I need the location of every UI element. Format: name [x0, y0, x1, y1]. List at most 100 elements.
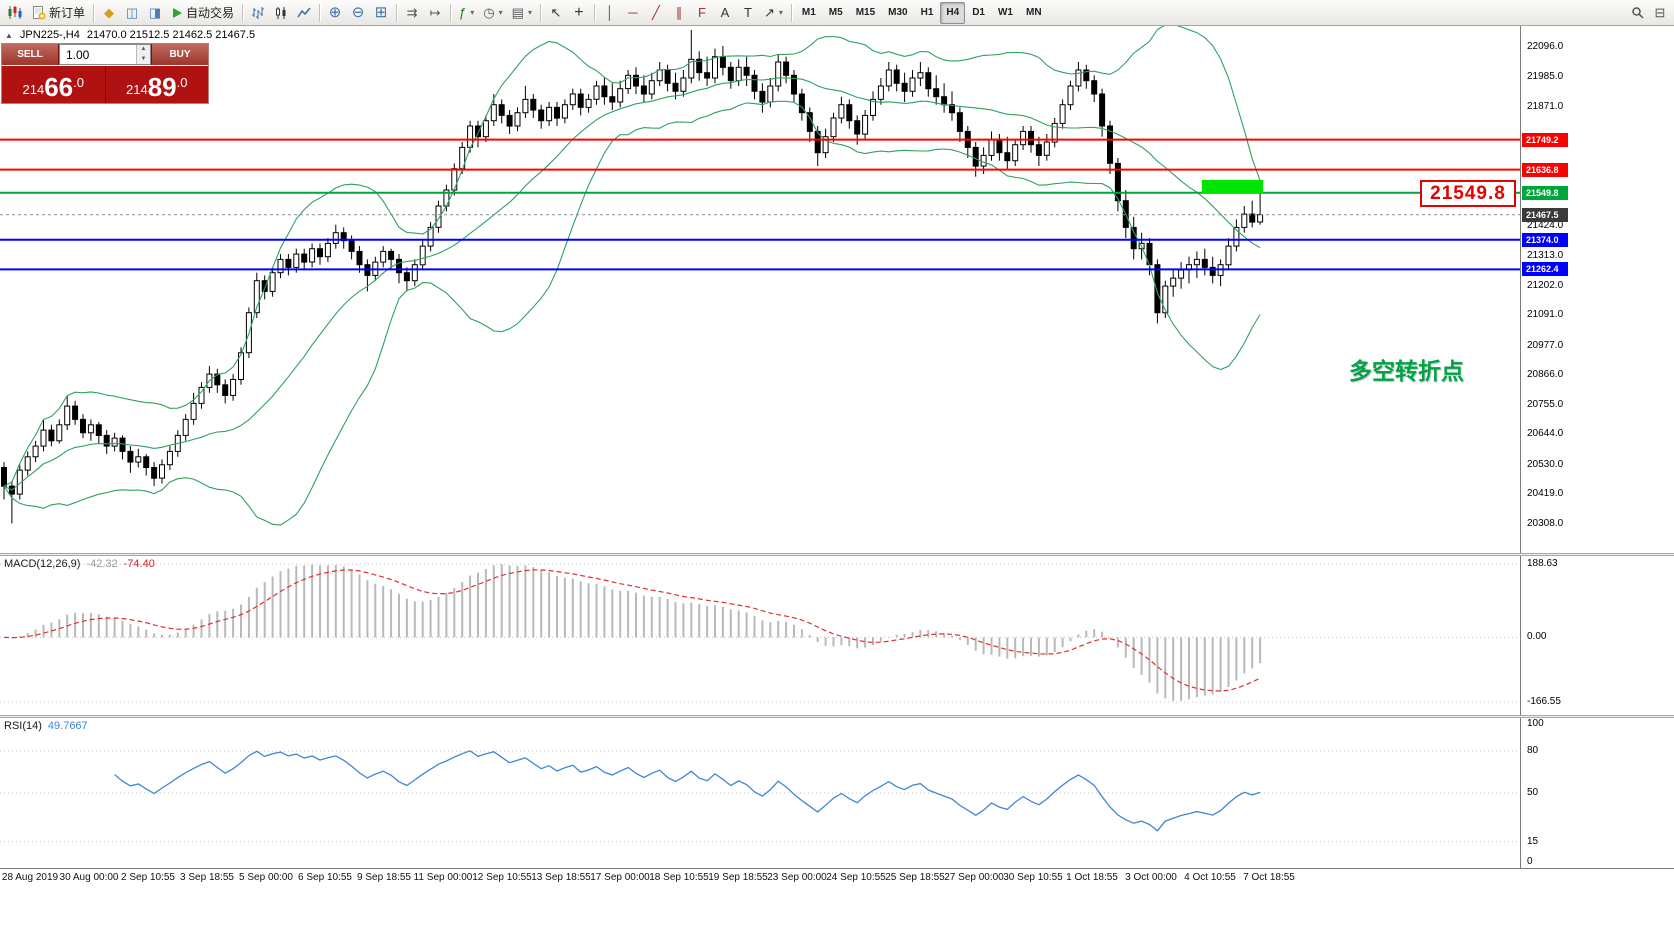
data-window-icon[interactable]: ◨	[144, 2, 166, 24]
horizontal-line-icon: ─	[628, 4, 638, 20]
favorites-icon[interactable]: ◆	[98, 2, 120, 24]
tf-m30[interactable]: M30	[882, 2, 913, 24]
label-icon[interactable]: T	[737, 2, 759, 24]
new-order-button[interactable]: 新订单	[28, 2, 89, 24]
volume-up-icon[interactable]: ▲	[137, 45, 150, 55]
tile-windows-icon[interactable]: ⊞	[370, 2, 392, 24]
highlight-rectangle-object[interactable]	[1201, 179, 1264, 194]
tf-m5[interactable]: M5	[823, 2, 849, 24]
ask-price-button[interactable]: 214 89.0	[106, 66, 209, 103]
cursor-icon: ↖	[550, 4, 562, 20]
label-icon: T	[743, 4, 752, 20]
time-axis-label: 6 Sep 10:55	[298, 872, 352, 883]
fibonacci-icon: F	[697, 4, 706, 20]
arrows-tool-icon[interactable]: ↗ ▾	[760, 2, 787, 24]
templates-icon[interactable]: ▤ ▾	[508, 2, 536, 24]
macd-label: MACD(12,26,9) -42.32 -74.40	[4, 558, 155, 570]
tf-m1[interactable]: M1	[796, 2, 822, 24]
search-icon[interactable]	[1626, 2, 1648, 24]
line-chart-icon[interactable]	[293, 2, 315, 24]
chart-list-icon: ⊟	[1654, 4, 1666, 20]
price-axis-label: 21202.0	[1527, 280, 1564, 291]
zoom-out-icon[interactable]: ⊖	[347, 2, 369, 24]
rsi-axis-label: 50	[1527, 787, 1539, 798]
rsi-pane: 100 80 50 15 0 RSI(14) 49.7667	[0, 718, 1674, 868]
toolbar-separator	[450, 3, 452, 22]
app-icon[interactable]	[3, 2, 27, 24]
macd-pane: 188.63 0.00 -166.55 MACD(12,26,9) -42.32 -…	[0, 556, 1674, 715]
price-axis-label: 21091.0	[1527, 309, 1564, 320]
time-axis-label: 11 Sep 00:00	[413, 872, 473, 883]
volume-field: ▲ ▼	[59, 44, 151, 65]
symbol-period-label: JPN225-,H4	[19, 29, 80, 41]
ask-big: 89	[147, 72, 177, 102]
cursor-icon[interactable]: ↖	[545, 2, 567, 24]
crosshair-icon: +	[574, 3, 584, 21]
rsi-chart[interactable]	[0, 718, 1520, 868]
panel-splitter[interactable]	[0, 715, 1674, 718]
bid-price-button[interactable]: 214 66.0	[2, 66, 106, 103]
volume-down-icon[interactable]: ▼	[137, 54, 150, 64]
dropdown-caret-icon: ▾	[527, 8, 532, 17]
tf-d1[interactable]: D1	[966, 2, 991, 24]
one-click-collapse-icon[interactable]: ▲	[5, 30, 13, 40]
auto-trading-button[interactable]: 自动交易	[167, 2, 238, 24]
ask-small: 214	[126, 82, 148, 97]
horizontal-line-icon[interactable]: ─	[622, 2, 644, 24]
templates-icon: ▤	[511, 4, 524, 20]
crosshair-icon[interactable]: +	[568, 2, 590, 24]
periods-icon: ◷	[483, 4, 495, 20]
bid-sup: .0	[73, 75, 84, 90]
ohlc-values: 21470.0 21512.5 21462.5 21467.5	[86, 29, 256, 41]
macd-main-value: -42.32	[86, 558, 118, 570]
fibonacci-icon[interactable]: F	[691, 2, 713, 24]
toolbar-separator	[93, 3, 95, 22]
bar-chart-icon	[251, 6, 265, 20]
time-axis-label: 17 Sep 00:00	[590, 872, 650, 883]
sell-button[interactable]: SELL	[2, 44, 58, 65]
tf-h1[interactable]: H1	[915, 2, 940, 24]
chart-list-icon[interactable]: ⊟	[1649, 2, 1671, 24]
indicators-icon[interactable]: ƒ ▾	[455, 2, 478, 24]
turning-point-annotation[interactable]: 多空转折点	[1349, 358, 1464, 384]
auto-scroll-icon[interactable]: ⇉	[401, 2, 423, 24]
channel-icon[interactable]: ∥	[668, 2, 690, 24]
time-axis-label: 3 Oct 00:00	[1125, 872, 1177, 883]
price-axis-label: 21871.0	[1527, 101, 1564, 112]
channel-icon: ∥	[675, 4, 683, 20]
bar-chart-icon[interactable]	[247, 2, 269, 24]
time-axis-label: 30 Sep 10:55	[1003, 872, 1063, 883]
volume-input[interactable]	[60, 45, 136, 64]
tf-h4-label: H4	[946, 7, 960, 18]
panel-splitter[interactable]	[0, 553, 1674, 556]
trendline-icon: ╱	[652, 4, 660, 20]
time-axis-label: 2 Sep 10:55	[121, 872, 175, 883]
tile-windows-icon: ⊞	[374, 3, 388, 21]
macd-chart[interactable]	[0, 556, 1520, 715]
price-axis-label: 20977.0	[1527, 340, 1564, 351]
text-icon[interactable]: A	[714, 2, 736, 24]
zoom-out-icon: ⊖	[351, 3, 365, 21]
tf-w1[interactable]: W1	[992, 2, 1019, 24]
time-axis-label: 12 Sep 10:55	[472, 872, 532, 883]
candlestick-chart-icon[interactable]	[270, 2, 292, 24]
time-axis-label: 3 Sep 18:55	[180, 872, 234, 883]
zoom-in-icon[interactable]: ⊕	[324, 2, 346, 24]
price-annotation-box[interactable]: 21549.8	[1420, 180, 1516, 207]
market-watch-icon[interactable]: ◫	[121, 2, 143, 24]
buy-button[interactable]: BUY	[152, 44, 208, 65]
tf-m15[interactable]: M15	[850, 2, 881, 24]
price-axis-label: 20644.0	[1527, 428, 1564, 439]
tf-m15-label: M15	[855, 7, 876, 18]
trendline-icon[interactable]: ╱	[645, 2, 667, 24]
tf-mn[interactable]: MN	[1020, 2, 1048, 24]
price-axis-label: 21313.0	[1527, 250, 1564, 261]
rsi-axis-label: 0	[1527, 856, 1533, 867]
main-chart[interactable]	[0, 26, 1520, 553]
vertical-line-icon[interactable]: │	[599, 2, 621, 24]
periods-icon[interactable]: ◷ ▾	[479, 2, 506, 24]
chart-shift-icon[interactable]: ↦	[424, 2, 446, 24]
tf-h4[interactable]: H4	[940, 1, 966, 24]
time-axis-label: 30 Aug 00:00	[59, 872, 119, 883]
